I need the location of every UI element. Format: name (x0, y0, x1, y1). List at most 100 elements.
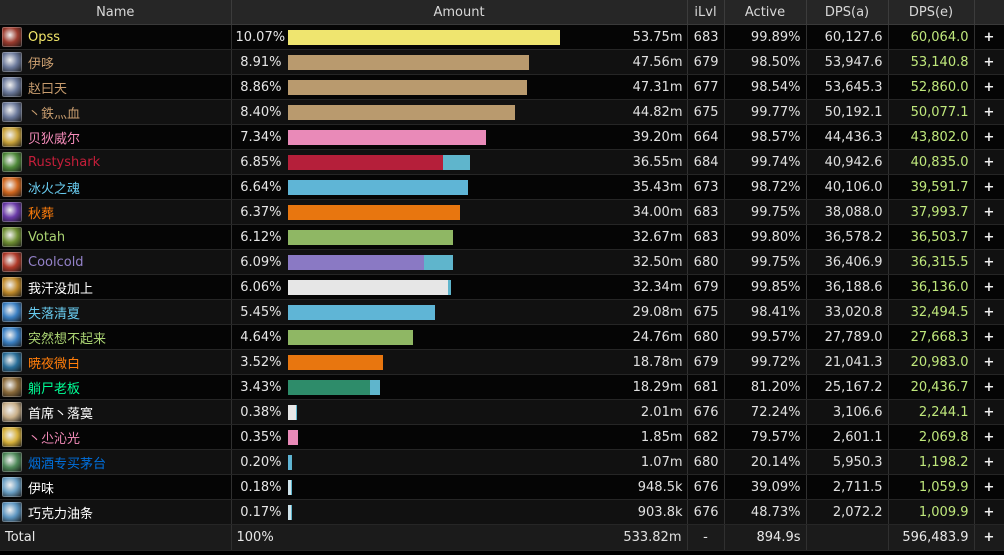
column-header-name[interactable]: Name (0, 0, 232, 25)
player-name-cell[interactable]: 巧克力油条 (0, 499, 232, 525)
player-name-cell[interactable]: 贝狄威尔 (0, 124, 232, 150)
player-row[interactable]: 丶尐沁光 0.35% 1.85m 682 79.57% 2,601.1 2,06… (0, 424, 1004, 450)
damage-amount: 32.34m (632, 279, 683, 295)
expand-row-button[interactable]: + (974, 224, 1004, 250)
player-row[interactable]: 暁夜微白 3.52% 18.78m 679 99.72% 21,041.3 20… (0, 349, 1004, 375)
expand-row-button[interactable]: + (974, 74, 1004, 100)
player-row[interactable]: Coolcold 6.09% 32.50m 680 99.75% 36,406.… (0, 249, 1004, 275)
shaman-icon (2, 452, 22, 472)
player-row[interactable]: 伊哆 8.91% 47.56m 679 98.50% 53,947.6 53,1… (0, 49, 1004, 75)
dps-active: 53,645.3 (806, 74, 889, 100)
expand-row-button[interactable]: + (974, 299, 1004, 325)
column-header-ilvl[interactable]: iLvl (687, 0, 725, 25)
player-row[interactable]: 突然想不起来 4.64% 24.76m 680 99.57% 27,789.0 … (0, 324, 1004, 350)
expand-row-button[interactable]: + (974, 499, 1004, 525)
player-row[interactable]: 贝狄威尔 7.34% 39.20m 664 98.57% 44,436.3 43… (0, 124, 1004, 150)
player-row[interactable]: Opss 10.07% 53.75m 683 99.89% 60,127.6 6… (0, 24, 1004, 50)
expand-row-button[interactable]: + (974, 474, 1004, 500)
dps-active: 2,601.1 (806, 424, 889, 450)
player-row[interactable]: Votah 6.12% 32.67m 683 99.80% 36,578.2 3… (0, 224, 1004, 250)
dps-effective: 2,069.8 (888, 424, 975, 450)
player-name: 烟酒专买茅台 (28, 456, 107, 472)
amount-cell: 6.64% 35.43m (231, 174, 688, 200)
damage-bar-fill (287, 229, 453, 245)
player-name-cell[interactable]: 首席丶落寞 (0, 399, 232, 425)
expand-row-button[interactable]: + (974, 399, 1004, 425)
active-percent: 99.74% (724, 149, 807, 175)
column-header-active[interactable]: Active (724, 0, 807, 25)
player-name: 秋葬 (28, 206, 55, 222)
player-name-cell[interactable]: 伊哆 (0, 49, 232, 75)
player-name-cell[interactable]: Rustyshark (0, 149, 232, 175)
player-row[interactable]: 丶鉄灬血 8.40% 44.82m 675 99.77% 50,192.1 50… (0, 99, 1004, 125)
player-name: 冰火之魂 (28, 181, 81, 197)
expand-row-button[interactable]: + (974, 324, 1004, 350)
death-knight-icon (2, 152, 22, 172)
damage-bar (287, 104, 560, 120)
player-name-cell[interactable]: 躺尸老板 (0, 374, 232, 400)
player-row[interactable]: 烟酒专买茅台 0.20% 1.07m 680 20.14% 5,950.3 1,… (0, 449, 1004, 475)
player-name-cell[interactable]: 丶尐沁光 (0, 424, 232, 450)
expand-row-button[interactable]: + (974, 99, 1004, 125)
player-name-cell[interactable]: 赵曰天 (0, 74, 232, 100)
column-header-dps-e[interactable]: DPS(e) (888, 0, 975, 25)
player-row[interactable]: 躺尸老板 3.43% 18.29m 681 81.20% 25,167.2 20… (0, 374, 1004, 400)
damage-bar (287, 329, 560, 345)
expand-row-button[interactable]: + (974, 424, 1004, 450)
column-header-dps-a[interactable]: DPS(a) (806, 0, 889, 25)
player-row[interactable]: 首席丶落寞 0.38% 2.01m 676 72.24% 3,106.6 2,2… (0, 399, 1004, 425)
expand-row-button[interactable]: + (974, 149, 1004, 175)
player-row[interactable]: 我汗没加上 6.06% 32.34m 679 99.85% 36,188.6 3… (0, 274, 1004, 300)
player-name-cell[interactable]: 暁夜微白 (0, 349, 232, 375)
expand-row-button[interactable]: + (974, 449, 1004, 475)
total-amount-cell: 100% 533.82m (231, 524, 688, 551)
player-row[interactable]: 失落清夏 5.45% 29.08m 675 98.41% 33,020.8 32… (0, 299, 1004, 325)
player-name-cell[interactable]: 我汗没加上 (0, 274, 232, 300)
expand-row-button[interactable]: + (974, 249, 1004, 275)
amount-cell: 6.12% 32.67m (231, 224, 688, 250)
damage-percent: 8.40% (240, 104, 282, 120)
damage-bar (287, 204, 560, 220)
player-name-cell[interactable]: 突然想不起来 (0, 324, 232, 350)
expand-row-button[interactable]: + (974, 24, 1004, 50)
player-row[interactable]: 赵曰天 8.86% 47.31m 677 98.54% 53,645.3 52,… (0, 74, 1004, 100)
player-name-cell[interactable]: 冰火之魂 (0, 174, 232, 200)
player-name-cell[interactable]: Coolcold (0, 249, 232, 275)
item-level: 679 (687, 349, 725, 375)
expand-row-button[interactable]: + (974, 199, 1004, 225)
expand-row-button[interactable]: + (974, 349, 1004, 375)
player-row[interactable]: Rustyshark 6.85% 36.55m 684 99.74% 40,94… (0, 149, 1004, 175)
player-row[interactable]: 秋葬 6.37% 34.00m 683 99.75% 38,088.0 37,9… (0, 199, 1004, 225)
player-row[interactable]: 冰火之魂 6.64% 35.43m 673 98.72% 40,106.0 39… (0, 174, 1004, 200)
total-expand-button[interactable]: + (974, 524, 1004, 551)
damage-bar-extra (369, 379, 380, 395)
player-name-cell[interactable]: Votah (0, 224, 232, 250)
amount-cell: 3.52% 18.78m (231, 349, 688, 375)
expand-row-button[interactable]: + (974, 124, 1004, 150)
column-header-amount[interactable]: Amount (231, 0, 688, 25)
amount-cell: 6.37% 34.00m (231, 199, 688, 225)
player-name-cell[interactable]: 烟酒专买茅台 (0, 449, 232, 475)
damage-bar (287, 404, 560, 420)
damage-amount: 44.82m (632, 104, 683, 120)
damage-percent: 6.64% (240, 179, 282, 195)
damage-bar (287, 454, 560, 470)
player-name-cell[interactable]: Opss (0, 24, 232, 50)
player-name-cell[interactable]: 秋葬 (0, 199, 232, 225)
damage-bar-extra (290, 479, 292, 495)
expand-row-button[interactable]: + (974, 274, 1004, 300)
player-name-cell[interactable]: 丶鉄灬血 (0, 99, 232, 125)
expand-row-button[interactable]: + (974, 374, 1004, 400)
dps-effective: 37,993.7 (888, 199, 975, 225)
expand-row-button[interactable]: + (974, 174, 1004, 200)
expand-row-button[interactable]: + (974, 49, 1004, 75)
active-percent: 79.57% (724, 424, 807, 450)
damage-amount: 903.8k (637, 504, 683, 520)
active-percent: 99.57% (724, 324, 807, 350)
player-row[interactable]: 伊味 0.18% 948.5k 676 39.09% 2,711.5 1,059… (0, 474, 1004, 500)
player-name-cell[interactable]: 伊味 (0, 474, 232, 500)
player-row[interactable]: 巧克力油条 0.17% 903.8k 676 48.73% 2,072.2 1,… (0, 499, 1004, 525)
player-name-cell[interactable]: 失落清夏 (0, 299, 232, 325)
dps-active: 2,072.2 (806, 499, 889, 525)
damage-bar (287, 154, 560, 170)
